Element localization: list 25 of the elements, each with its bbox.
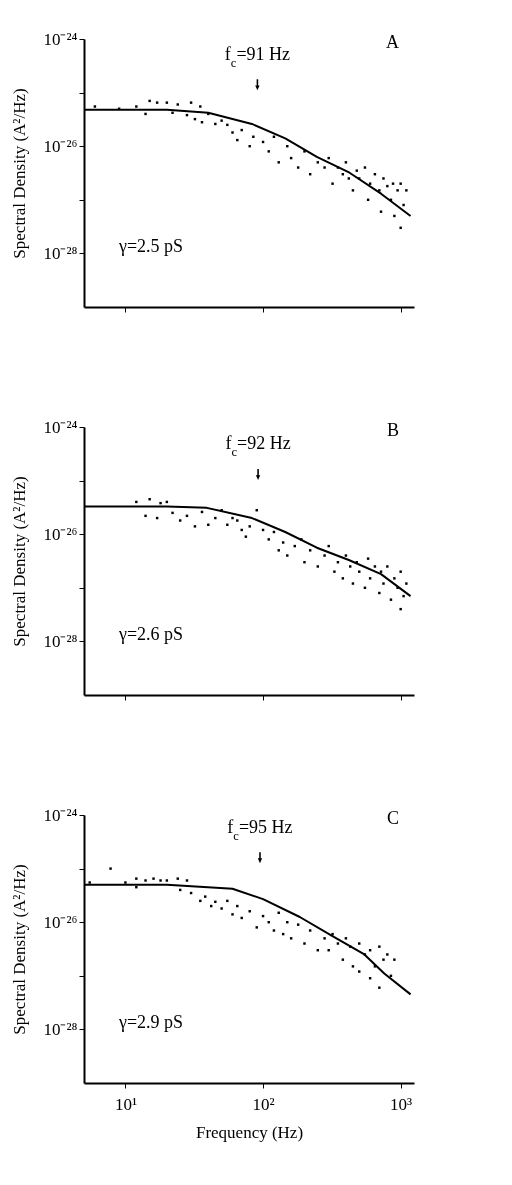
chart-title: B [386, 420, 399, 440]
x-tick-label: 10³ [390, 1094, 413, 1114]
annotation: f$_{c}$=92 Hz [225, 433, 291, 460]
x-axis-title: Frequency (Hz) [195, 1122, 304, 1142]
x-tick-label: 10² [252, 1094, 275, 1114]
annotation: f$_{c}$=91 Hz [224, 43, 291, 70]
x-tick-label: 10¹ [114, 1094, 137, 1114]
annotation: γ=2.6 pS [118, 624, 184, 644]
y-tick-label: 10⁻²⁶ [43, 136, 78, 156]
chart-title: A [386, 32, 399, 52]
y-tick-label: 10⁻²⁶ [43, 912, 78, 932]
y-tick-label: 10⁻²⁸ [43, 243, 78, 263]
y-axis-title: Spectral Density (A²/Hz) [10, 476, 30, 647]
annotation: γ=2.5 pS [118, 236, 184, 256]
y-tick-label: 10⁻²⁴ [43, 29, 78, 49]
y-tick-label: 10⁻²⁶ [43, 524, 78, 544]
annotation: f$_{c}$=95 Hz [227, 816, 293, 843]
chart-title: C [386, 808, 399, 828]
y-tick-label: 10⁻²⁴ [43, 805, 78, 825]
y-axis-title: Spectral Density (A²/Hz) [10, 88, 30, 259]
y-tick-label: 10⁻²⁸ [43, 1019, 78, 1039]
y-axis-title: Spectral Density (A²/Hz) [10, 864, 30, 1035]
y-tick-label: 10⁻²⁴ [43, 417, 78, 437]
y-tick-label: 10⁻²⁸ [43, 631, 78, 651]
annotation: γ=2.9 pS [118, 1012, 184, 1032]
